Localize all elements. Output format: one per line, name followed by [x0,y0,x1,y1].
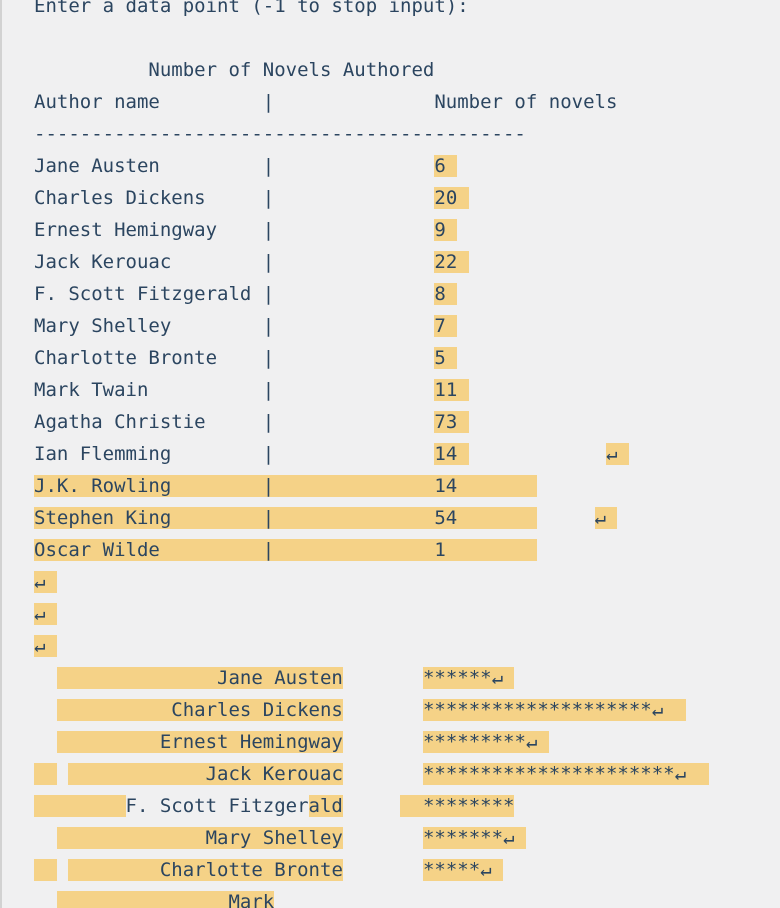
terminal-line: Ernest Hemingway | 9 [34,214,780,246]
text-segment [34,699,57,721]
terminal-line: Enter a data point (-1 to stop input): [34,0,780,22]
text-segment [343,763,423,785]
highlighted-segment: 6 [434,155,458,177]
text-segment: Charles Dickens | [34,187,435,209]
terminal-line: Jack Kerouac **********************↵ [34,758,780,790]
text-segment [343,699,423,721]
highlighted-segment: 20 [434,187,469,209]
highlighted-segment: Stephen King | 54 [34,507,538,529]
text-segment [34,891,57,908]
text-segment: Enter a data point (-1 to stop input): [34,0,469,17]
text-segment [34,731,57,753]
highlighted-segment: **********************↵ [422,763,709,785]
highlighted-segment [34,795,126,817]
terminal-line: J.K. Rowling | 14 [34,470,780,502]
highlighted-segment: 11 [434,379,469,401]
highlighted-segment: Charles Dickens [56,699,343,721]
terminal-line: Jane Austen ******↵ [34,662,780,694]
terminal-line: ↵ [34,566,780,598]
terminal-line: Oscar Wilde | 1 [34,534,780,566]
terminal-line: Charles Dickens ********************↵ [34,694,780,726]
text-segment [57,763,68,785]
text-segment [469,443,606,465]
terminal-line: Number of Novels Authored [34,54,780,86]
terminal-line: Charlotte Bronte *****↵ [34,854,780,886]
highlighted-segment [34,763,57,785]
terminal-line: Mark Twain | 11 [34,374,780,406]
highlighted-segment: ******** [400,795,515,817]
text-segment: ----------------------------------------… [34,123,526,145]
terminal-line [34,22,780,54]
terminal-line: ↵ [34,630,780,662]
text-segment: Mark Twain | [34,379,435,401]
highlighted-segment: 14 [434,443,469,465]
text-segment [34,827,57,849]
terminal-line: Ian Flemming | 14 ↵ [34,438,780,470]
text-segment: Jack Kerouac | [34,251,435,273]
terminal-line: Jack Kerouac | 22 [34,246,780,278]
highlighted-segment: J.K. Rowling | 14 [34,475,538,497]
terminal-line: Ernest Hemingway *********↵ [34,726,780,758]
highlighted-segment: ********************↵ [422,699,687,721]
highlighted-segment: ******↵ [422,667,515,689]
highlighted-segment: 5 [434,347,458,369]
highlighted-segment: Jack Kerouac [68,763,343,785]
text-segment: Ernest Hemingway | [34,219,435,241]
highlighted-segment: *******↵ [422,827,526,849]
text-segment [343,859,423,881]
text-segment: Number of Novels Authored [34,59,435,81]
text-segment: Agatha Christie | [34,411,435,433]
text-segment: Mary Shelley | [34,315,435,337]
highlighted-segment: ald [308,795,343,817]
highlighted-segment: *********↵ [422,731,549,753]
return-glyph: ↵ [34,635,57,657]
terminal-line: Charlotte Bronte | 5 [34,342,780,374]
highlighted-segment: 7 [434,315,458,337]
terminal-line: Stephen King | 54 ↵ [34,502,780,534]
highlighted-segment: 22 [434,251,469,273]
text-segment [57,859,68,881]
text-segment: F. Scott Fitzgerald | [34,283,435,305]
return-glyph: ↵ [34,571,57,593]
return-glyph: ↵ [605,443,629,465]
terminal-line: Author name | Number of novels [34,86,780,118]
text-segment: Ian Flemming | [34,443,435,465]
terminal-line: Mary Shelley *******↵ [34,822,780,854]
highlighted-segment: Ernest Hemingway [56,731,343,753]
text-segment: Charlotte Bronte | [34,347,435,369]
terminal-line: Agatha Christie | 73 [34,406,780,438]
terminal-line: ----------------------------------------… [34,118,780,150]
highlighted-segment: Jane Austen [56,667,343,689]
text-segment: Author name | Number of novels [34,91,618,113]
text-segment [537,507,594,529]
text-segment [343,667,423,689]
highlighted-segment: Mark [56,891,275,908]
highlighted-segment: Charlotte Bronte [68,859,343,881]
terminal-line: ↵ [34,598,780,630]
highlighted-segment: 73 [434,411,469,433]
terminal-line: Charles Dickens | 20 [34,182,780,214]
text-segment: F. Scott Fitzger [125,795,309,817]
highlighted-segment: 9 [434,219,458,241]
text-segment [343,827,423,849]
terminal-line: F. Scott Fitzgerald ******** [34,790,780,822]
terminal-line: Jane Austen | 6 [34,150,780,182]
highlighted-segment: *****↵ [422,859,504,881]
terminal-line: F. Scott Fitzgerald | 8 [34,278,780,310]
terminal-line: Mark [34,886,780,908]
return-glyph: ↵ [594,507,618,529]
text-segment [343,731,423,753]
return-glyph: ↵ [34,603,57,625]
highlighted-segment: 8 [434,283,458,305]
terminal-line: Mary Shelley | 7 [34,310,780,342]
highlighted-segment [34,859,57,881]
highlighted-segment: Mary Shelley [56,827,343,849]
text-segment: Jane Austen | [34,155,435,177]
text-segment [343,795,400,817]
text-segment [34,667,57,689]
highlighted-segment: Oscar Wilde | 1 [34,539,538,561]
